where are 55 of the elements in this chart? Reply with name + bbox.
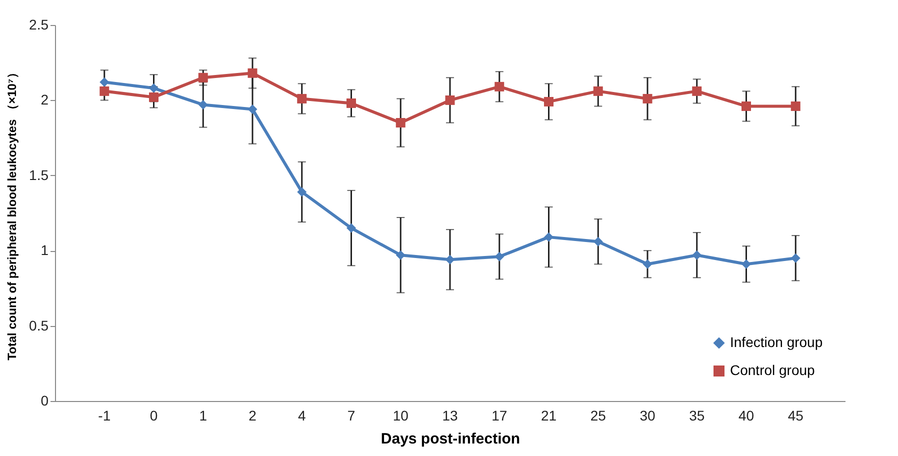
x-tick-label: 7 — [347, 408, 356, 424]
point — [742, 259, 751, 269]
x-tick-label: 0 — [150, 408, 158, 424]
point — [544, 96, 554, 106]
point — [198, 72, 208, 82]
y-tick-label: 2 — [40, 92, 49, 108]
y-tick-label: 0.5 — [29, 317, 49, 334]
x-tick-label: 30 — [640, 408, 656, 424]
point — [494, 252, 504, 262]
legend-label: Infection group — [730, 334, 823, 350]
point — [593, 86, 603, 96]
x-axis-title: Days post-infection — [380, 430, 520, 448]
point — [396, 118, 406, 128]
point — [692, 86, 702, 96]
point — [790, 101, 800, 111]
x-tick-label: 40 — [738, 408, 754, 424]
point — [642, 94, 652, 104]
x-tick-label: 4 — [298, 408, 306, 424]
point — [100, 77, 110, 87]
x-tick-label: 2 — [248, 408, 257, 424]
point — [346, 223, 356, 233]
point — [790, 253, 800, 263]
point — [445, 254, 455, 264]
point — [445, 95, 455, 105]
point — [692, 250, 702, 260]
point — [742, 101, 751, 111]
point — [198, 100, 208, 110]
legend-label: Control group — [730, 362, 816, 378]
point — [593, 236, 603, 246]
y-tick-label: 0 — [40, 392, 49, 408]
point — [248, 104, 258, 114]
y-axis-title: Total count of peripheral blood leukocytes （×10⁷） — [5, 66, 20, 360]
x-tick-label: 35 — [689, 408, 705, 424]
x-tick-label: 1 — [199, 408, 208, 424]
x-tick-label: 45 — [788, 408, 804, 424]
point — [149, 92, 158, 102]
point — [396, 250, 406, 260]
y-tick-label: 2.5 — [29, 16, 49, 32]
point — [346, 98, 356, 108]
x-tick-label: 10 — [392, 408, 409, 424]
x-tick-label: -1 — [98, 408, 111, 424]
x-tick-label: 25 — [590, 408, 606, 424]
point — [494, 82, 504, 92]
point — [248, 68, 258, 78]
point — [544, 232, 554, 242]
y-tick-label: 1.5 — [29, 166, 49, 183]
x-tick-label: 17 — [492, 408, 508, 424]
y-tick-label: 1 — [40, 242, 49, 258]
point — [100, 86, 110, 96]
point — [642, 259, 652, 269]
x-tick-label: 21 — [540, 408, 557, 424]
point — [297, 187, 307, 197]
point — [297, 94, 307, 104]
point — [149, 83, 158, 93]
x-tick-label: 13 — [442, 408, 458, 424]
